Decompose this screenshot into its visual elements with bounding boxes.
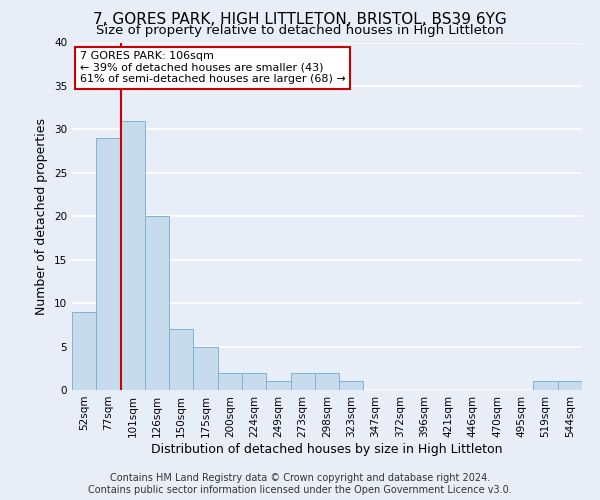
Bar <box>315 372 339 390</box>
Bar <box>558 382 582 390</box>
Bar <box>242 372 266 390</box>
X-axis label: Distribution of detached houses by size in High Littleton: Distribution of detached houses by size … <box>151 442 503 456</box>
Bar <box>290 372 315 390</box>
Bar <box>533 382 558 390</box>
Bar <box>96 138 121 390</box>
Bar <box>266 382 290 390</box>
Text: 7 GORES PARK: 106sqm
← 39% of detached houses are smaller (43)
61% of semi-detac: 7 GORES PARK: 106sqm ← 39% of detached h… <box>80 51 346 84</box>
Bar <box>145 216 169 390</box>
Bar <box>121 120 145 390</box>
Bar <box>169 329 193 390</box>
Bar <box>193 346 218 390</box>
Y-axis label: Number of detached properties: Number of detached properties <box>35 118 49 315</box>
Bar <box>218 372 242 390</box>
Bar <box>339 382 364 390</box>
Bar <box>72 312 96 390</box>
Text: Contains HM Land Registry data © Crown copyright and database right 2024.
Contai: Contains HM Land Registry data © Crown c… <box>88 474 512 495</box>
Text: Size of property relative to detached houses in High Littleton: Size of property relative to detached ho… <box>96 24 504 37</box>
Text: 7, GORES PARK, HIGH LITTLETON, BRISTOL, BS39 6YG: 7, GORES PARK, HIGH LITTLETON, BRISTOL, … <box>93 12 507 28</box>
